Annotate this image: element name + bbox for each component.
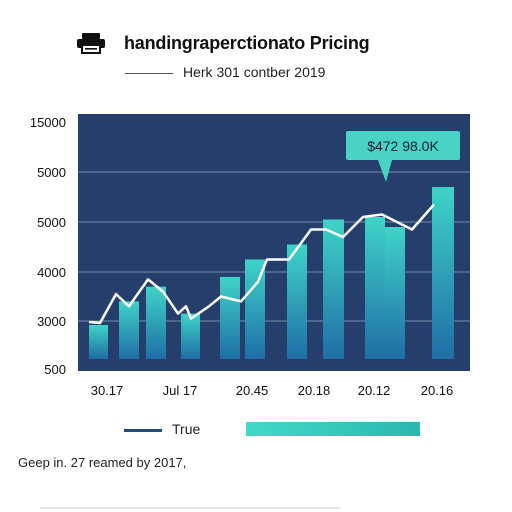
chart-subtitle: Herk 301 contber 2019	[183, 64, 326, 80]
annotation-label: $472 98.0K	[367, 138, 439, 154]
annotation-box	[346, 131, 460, 160]
y-tick-label: 5000	[37, 215, 66, 230]
bar	[432, 187, 454, 359]
x-tick-label: 20.18	[298, 383, 331, 398]
bar	[287, 244, 307, 359]
bar	[365, 217, 385, 359]
y-tick-label: 3000	[37, 314, 66, 329]
legend-label: True	[172, 421, 201, 437]
bar	[385, 227, 405, 359]
bar	[89, 325, 108, 359]
legend-bar-swatch	[246, 422, 420, 436]
footer-rule	[40, 507, 340, 509]
x-tick-label: 20.12	[358, 383, 391, 398]
line-series-true	[88, 203, 435, 325]
chart-header: handingraperctionato Pricing	[76, 32, 370, 54]
x-tick-label: 20.16	[421, 383, 454, 398]
y-tick-label: 5000	[37, 165, 66, 180]
legend-line-swatch	[124, 429, 162, 432]
y-tick-label: 4000	[37, 265, 66, 280]
y-tick-label: 500	[44, 362, 66, 377]
bar	[181, 313, 200, 359]
bar	[146, 286, 166, 359]
annotation-pointer	[378, 160, 392, 182]
x-tick-label: Jul 17	[163, 383, 198, 398]
bar	[119, 301, 139, 359]
x-tick-label: 20.45	[236, 383, 269, 398]
subtitle-rule	[125, 73, 173, 74]
x-tick-label: 30.17	[91, 383, 124, 398]
bar	[323, 219, 344, 359]
y-tick-label: 15000	[30, 115, 66, 130]
bar	[220, 276, 240, 359]
chart-title: handingraperctionato Pricing	[124, 32, 370, 53]
footer-note: Geep in. 27 reamed by 2017,	[18, 455, 187, 470]
printer-icon	[77, 33, 105, 54]
bar	[245, 259, 265, 359]
